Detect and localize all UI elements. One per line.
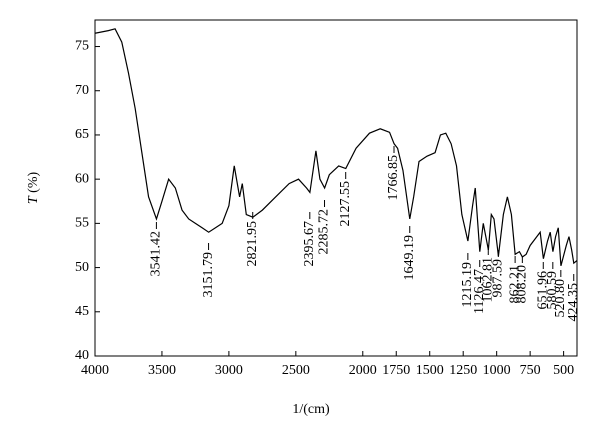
x-tick-label: 750 (520, 363, 541, 378)
peak-label: 2821.95 (245, 221, 260, 267)
x-tick-label: 1250 (449, 363, 477, 378)
y-tick-label: 55 (75, 216, 89, 231)
y-tick-label: 60 (75, 171, 89, 186)
peak-label: 424.35 (566, 283, 581, 322)
peak-label: 580.59 (545, 271, 560, 310)
peak-label: 3151.79 (201, 252, 216, 298)
peak-label: 808.20 (515, 265, 530, 304)
peak-label: 2285.72 (317, 209, 332, 255)
y-tick-label: 65 (75, 127, 89, 142)
peak-label: 3541.42 (149, 231, 164, 277)
x-tick-label: 2000 (349, 363, 377, 378)
y-axis-title-symbol: T (26, 195, 41, 204)
x-tick-label: 1000 (483, 363, 511, 378)
peak-label: 1649.19 (402, 235, 417, 281)
y-tick-label: 70 (75, 83, 89, 98)
y-axis-title-unit: (%) (26, 172, 41, 193)
x-tick-label: 1500 (416, 363, 444, 378)
x-tick-label: 4000 (81, 363, 109, 378)
peak-label: 1126.47 (472, 269, 487, 314)
spectrum-line (94, 28, 578, 266)
y-axis-title: T (%) (26, 172, 41, 205)
peak-label: 1215.19 (460, 262, 475, 308)
peak-label: 1766.85 (386, 155, 401, 201)
x-tick-label: 500 (553, 363, 574, 378)
peak-label: 2395.67 (302, 221, 317, 267)
peak-label: 651.96 (535, 271, 550, 310)
y-tick-label: 75 (75, 39, 89, 54)
x-tick-label: 3500 (148, 363, 176, 378)
y-tick-label: 45 (75, 304, 89, 319)
x-tick-label: 2500 (282, 363, 310, 378)
plot-frame (94, 19, 578, 357)
peak-label: 1062.81 (480, 257, 495, 303)
peak-label: 520.80 (553, 279, 568, 318)
x-axis-title: 1/(cm) (292, 402, 330, 417)
x-tick-label: 1750 (382, 363, 410, 378)
peak-label: 862.21 (507, 265, 522, 304)
y-tick-label: 40 (75, 348, 89, 363)
peak-label: 987.59 (491, 259, 506, 298)
peak-label: 2127.55 (338, 181, 353, 227)
y-tick-label: 50 (75, 260, 89, 275)
x-tick-label: 3000 (215, 363, 243, 378)
